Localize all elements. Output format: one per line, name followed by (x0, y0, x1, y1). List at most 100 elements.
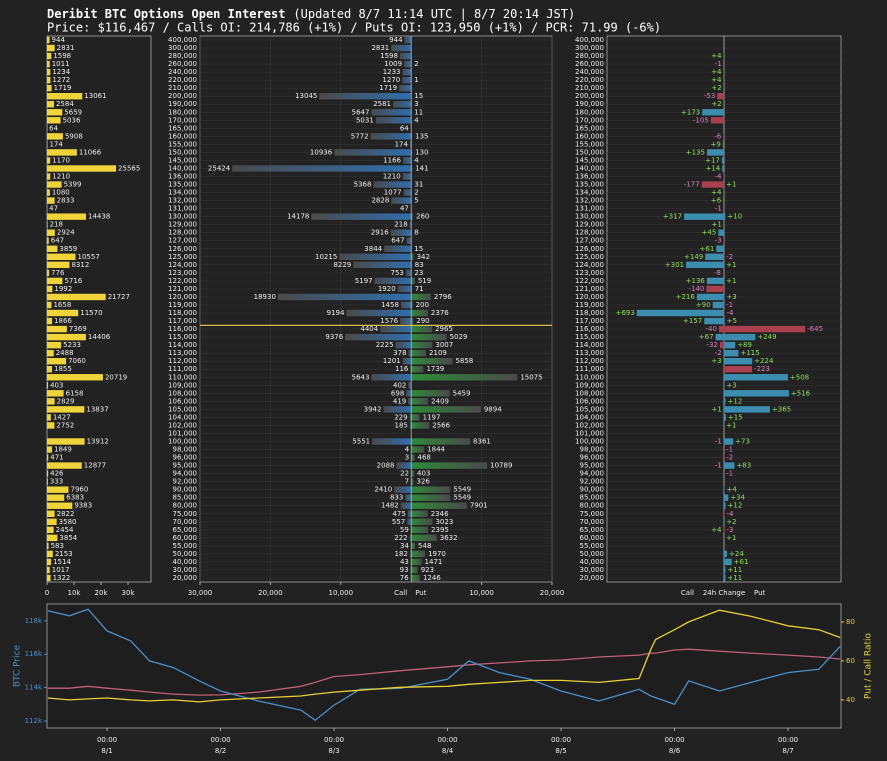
data-label: 1992 (54, 285, 72, 293)
call-label: 182 (395, 550, 408, 558)
data-label: 333 (50, 478, 63, 486)
data-label: 2454 (56, 526, 74, 534)
data-label: 1322 (53, 574, 71, 582)
strike-label: 113,000 (575, 349, 604, 357)
call-label: 1458 (381, 301, 399, 309)
call-bar (404, 36, 412, 44)
y-tick-label: 118k (25, 617, 43, 625)
put-label: 290 (416, 317, 429, 325)
bar (47, 325, 67, 333)
put-bar (411, 293, 431, 301)
change-label: -1 (715, 437, 722, 445)
put-bar (411, 277, 415, 285)
bar (47, 382, 49, 389)
strike-label: 92,000 (580, 478, 605, 486)
call-label: 1719 (379, 84, 397, 92)
change-label: +508 (790, 373, 809, 381)
call-label: 419 (393, 397, 406, 405)
strike-label: 200,000 (575, 92, 604, 100)
call-label: 557 (392, 518, 405, 526)
bar (47, 189, 50, 196)
change-bar (723, 197, 724, 204)
change-label: -105 (693, 116, 709, 124)
put-label: 468 (417, 454, 430, 462)
call-label: 2410 (374, 486, 392, 494)
call-bar (408, 349, 412, 357)
bar (47, 173, 51, 180)
call-label: 1920 (378, 285, 396, 293)
put-bar (411, 349, 427, 357)
call-label: 5643 (352, 373, 370, 381)
put-label: 4 (414, 116, 419, 124)
put-label: 130 (415, 148, 428, 156)
change-label: +5 (727, 317, 737, 325)
strike-label: 85,000 (173, 494, 198, 502)
change-label: -8 (714, 269, 721, 277)
call-label: 64 (400, 124, 409, 132)
strike-label: 135,000 (168, 181, 197, 189)
strike-label: 210,000 (575, 84, 604, 92)
change-label: +4 (711, 68, 722, 76)
change-bar (724, 494, 729, 501)
call-bar (406, 237, 412, 244)
strike-label: 165,000 (168, 124, 197, 132)
bar (47, 470, 49, 477)
data-label: 1598 (53, 52, 71, 60)
change-label: -645 (807, 325, 823, 333)
put-label: 8361 (473, 437, 491, 445)
bar (47, 574, 51, 582)
call-bar (334, 149, 412, 156)
change-bar (707, 149, 724, 156)
put-bar (411, 470, 415, 477)
put-bar (411, 486, 451, 493)
data-label: 1170 (52, 156, 70, 164)
strike-label: 150,000 (575, 148, 604, 156)
strike-label: 30,000 (173, 566, 198, 574)
call-bar (409, 422, 412, 429)
strike-label: 120,000 (168, 293, 197, 301)
strike-label: 118,000 (168, 309, 197, 317)
call-label: 3844 (364, 245, 382, 253)
call-bar (383, 406, 412, 413)
data-label: 25565 (118, 164, 140, 172)
bar (47, 406, 85, 413)
call-label: 25424 (208, 164, 231, 172)
put-label: 1471 (425, 558, 443, 566)
put-bar (411, 309, 428, 317)
strike-label: 96,000 (580, 454, 605, 462)
data-label: 1011 (52, 60, 70, 68)
change-bar (723, 173, 724, 180)
bar (47, 133, 63, 140)
put-label: 260 (416, 213, 429, 221)
data-label: 471 (50, 454, 63, 462)
change-label: -2 (726, 454, 733, 462)
bar (47, 229, 55, 236)
data-label: 6383 (66, 494, 84, 502)
data-label: 1272 (52, 76, 70, 84)
strike-label: 98,000 (580, 446, 605, 454)
put-bar (411, 518, 433, 525)
axis-label: Put (754, 589, 766, 597)
call-bar (402, 157, 412, 164)
change-bar (722, 165, 724, 172)
change-label: +11 (727, 566, 742, 574)
bar (47, 317, 53, 325)
strike-label: 131,000 (168, 205, 197, 213)
series-line (47, 609, 841, 703)
change-bar (724, 333, 756, 341)
data-label: 3854 (59, 534, 77, 542)
call-bar (409, 414, 412, 421)
put-bar (411, 133, 413, 140)
change-label: +365 (772, 405, 791, 413)
strike-label: 155,000 (168, 140, 197, 148)
data-label: 2831 (57, 44, 75, 52)
data-label: 7960 (71, 486, 89, 494)
change-bar (724, 574, 726, 582)
strike-label: 121,000 (168, 285, 197, 293)
change-label: +61 (700, 245, 715, 253)
put-bar (411, 374, 518, 381)
strike-label: 98,000 (173, 446, 198, 454)
x-tick-label: 10,000 (329, 589, 354, 597)
strike-label: 106,000 (575, 397, 604, 405)
data-label: 647 (51, 237, 64, 245)
